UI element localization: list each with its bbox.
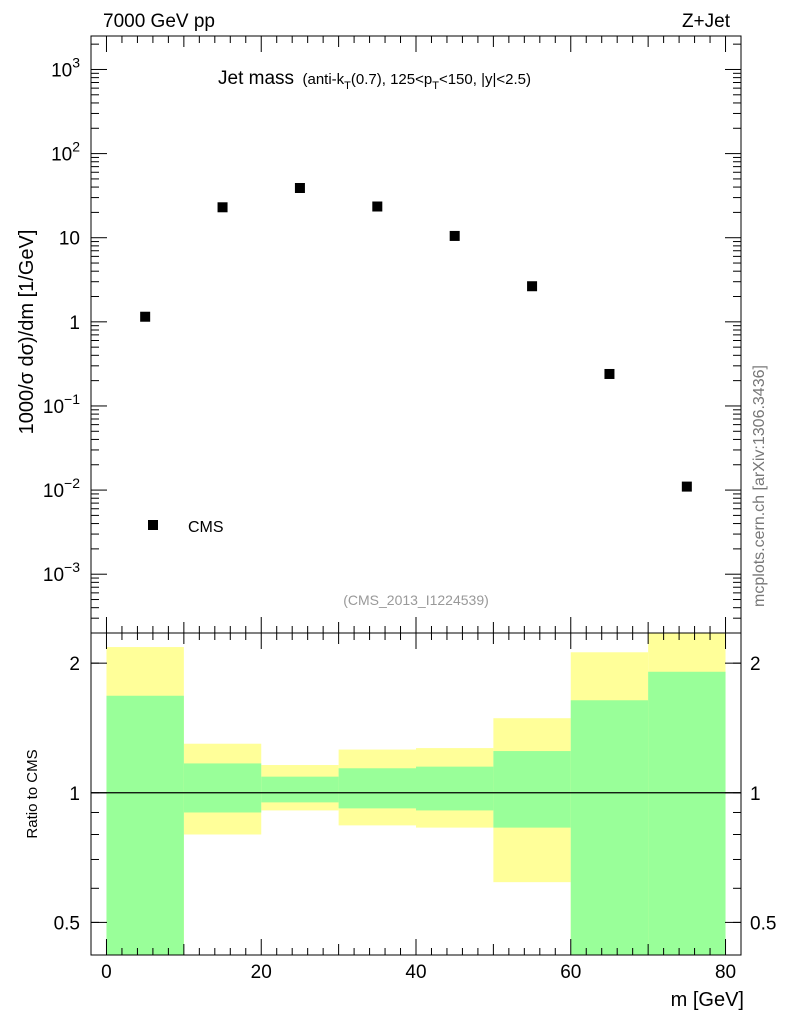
main-plot-panel: Jet mass (anti-kT(0.7), 125<pT<150, |y|<… xyxy=(16,35,742,634)
main-plot-frame xyxy=(90,35,742,634)
main-y-tick-label: 10−2 xyxy=(43,475,80,502)
ratio-y-tick-label-right: 2 xyxy=(750,654,761,675)
data-point xyxy=(449,230,460,241)
data-point xyxy=(604,368,615,379)
x-tick-label: 0 xyxy=(101,962,112,983)
x-tick-label: 60 xyxy=(560,962,581,983)
stat-uncertainty-band xyxy=(106,695,184,955)
data-point xyxy=(372,201,383,212)
main-y-tick-label: 102 xyxy=(51,139,80,166)
x-tick-label: 40 xyxy=(405,962,426,983)
stat-uncertainty-band xyxy=(648,671,726,955)
uncertainty-bands xyxy=(106,633,726,955)
side-credit-label: mcplots.cern.ch [arXiv:1306.3436] xyxy=(751,365,768,607)
stat-uncertainty-band xyxy=(261,776,339,803)
stat-uncertainty-band xyxy=(493,751,571,828)
main-y-tick-label: 10−3 xyxy=(43,559,80,586)
stat-uncertainty-band xyxy=(338,768,416,809)
main-y-tick-label: 10−1 xyxy=(43,391,80,418)
main-y-minor-ticks xyxy=(91,43,741,634)
process-label: Z+Jet xyxy=(682,11,731,32)
data-point xyxy=(527,281,538,292)
energy-label: 7000 GeV pp xyxy=(103,11,215,32)
ratio-y-tick-label-left: 2 xyxy=(69,654,80,675)
stat-uncertainty-band xyxy=(570,700,649,955)
ratio-y-tick-label-right: 1 xyxy=(750,784,761,805)
plot-title: Jet mass (anti-kT(0.7), 125<pT<150, |y|<… xyxy=(218,68,531,92)
ratio-y-axis-label: Ratio to CMS xyxy=(24,749,41,838)
main-y-tick-label: 10 xyxy=(59,229,80,250)
data-point xyxy=(681,481,692,492)
legend-label-cms: CMS xyxy=(188,519,224,536)
x-axis-label: m [GeV] xyxy=(671,989,744,1011)
legend: CMS xyxy=(148,519,224,536)
ratio-y-tick-label-right: 0.5 xyxy=(750,913,776,934)
main-y-tick-label: 1 xyxy=(69,313,80,334)
legend-marker xyxy=(148,520,158,530)
stat-uncertainty-band xyxy=(183,763,262,813)
ratio-y-tick-label-left: 1 xyxy=(69,784,80,805)
ratio-y-tick-label-left: 0.5 xyxy=(54,913,80,934)
x-tick-label: 80 xyxy=(715,962,736,983)
ratio-y-axis-ticks: 0.5 0.5 1 1 2 2 xyxy=(54,654,777,934)
data-point xyxy=(294,182,305,193)
data-point xyxy=(140,311,151,322)
cms-data-points xyxy=(140,182,692,492)
ratio-x-axis-ticks: 0 20 40 60 80 xyxy=(101,633,736,983)
main-y-tick-label: 103 xyxy=(51,54,80,81)
main-y-axis-label: 1000/σ dσ)/dm [1/GeV] xyxy=(16,230,38,435)
data-point xyxy=(217,202,228,213)
ratio-plot-panel: 0.5 0.5 1 1 2 2 0 20 40 60 80 Ratio to CMS xyxy=(24,632,777,983)
analysis-id: (CMS_2013_I1224539) xyxy=(343,592,489,608)
x-tick-label: 20 xyxy=(251,962,272,983)
main-x-axis-ticks xyxy=(105,36,727,633)
stat-uncertainty-band xyxy=(416,766,494,811)
